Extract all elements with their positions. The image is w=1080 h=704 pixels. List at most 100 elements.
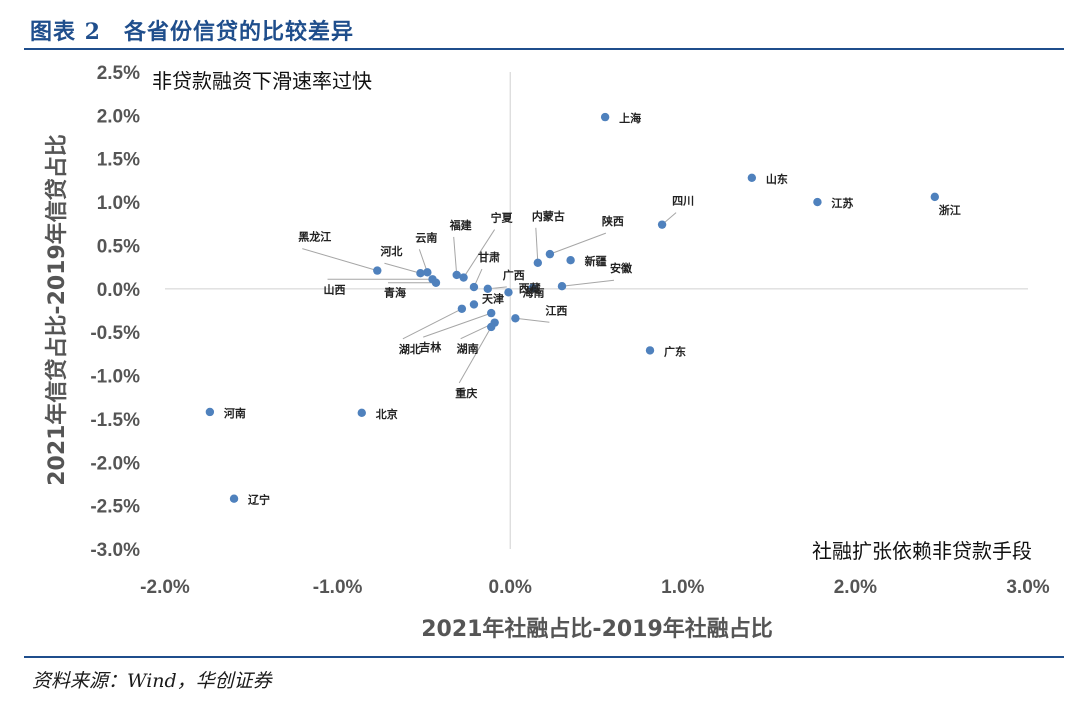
- leader-line: [515, 317, 550, 323]
- point-label: 宁夏: [491, 211, 514, 225]
- leader-line: [458, 326, 492, 384]
- x-tick-label: -1.0%: [313, 577, 363, 598]
- point-label: 辽宁: [248, 493, 270, 507]
- point-label: 江苏: [831, 196, 853, 210]
- data-point: [357, 408, 366, 418]
- x-tick-label: 1.0%: [661, 577, 704, 598]
- point-label: 浙江: [939, 203, 961, 217]
- x-tick-label: 2.0%: [834, 577, 877, 598]
- data-point: [416, 269, 425, 278]
- point-label: 陕西: [602, 214, 624, 228]
- leader-line: [453, 236, 458, 275]
- leader-line: [535, 227, 539, 263]
- point-label: 云南: [415, 230, 437, 244]
- data-point: [528, 283, 537, 293]
- data-points: [205, 112, 939, 503]
- point-label: 四川: [672, 195, 694, 208]
- scatter-chart: -2.0% -1.0% 0.0% 1.0% 2.0% 3.0% 2.5% 2.0% 1.5% 1.…: [44, 63, 1050, 642]
- leader-line: [402, 308, 463, 340]
- point-label: 海南: [522, 285, 544, 299]
- x-tick-label: 3.0%: [1006, 577, 1049, 598]
- point-label: 西藏: [519, 281, 541, 295]
- y-tick-label: 1.0%: [97, 193, 140, 214]
- data-point: [545, 249, 555, 259]
- data-point: [487, 308, 496, 318]
- leader-line: [384, 262, 421, 274]
- point-label: 内蒙古: [532, 209, 565, 223]
- leader-line: [302, 248, 378, 272]
- y-tick-label: -1.0%: [90, 367, 140, 388]
- annotation-top-left: 非贷款融资下滑速率过快: [152, 69, 372, 93]
- y-tick-label: -0.5%: [90, 323, 140, 344]
- y-tick-label: 0.5%: [97, 236, 140, 257]
- y-tick-label: -1.5%: [90, 410, 140, 431]
- footer-rule: [24, 656, 1064, 658]
- data-point: [557, 282, 567, 291]
- point-label: 上海: [619, 111, 641, 125]
- point-label: 山西: [324, 282, 346, 296]
- data-point: [930, 192, 939, 202]
- point-label: 广东: [664, 344, 686, 358]
- leader-line: [561, 279, 615, 287]
- point-label: 河北: [380, 244, 402, 258]
- point-label: 湖北: [399, 342, 421, 356]
- data-point: [423, 268, 432, 277]
- point-label: 重庆: [455, 386, 477, 400]
- annotation-bottom-right: 社融扩张依赖非贷款手段: [812, 539, 1032, 563]
- point-label: 黑龙江: [298, 230, 331, 244]
- data-point: [511, 314, 520, 323]
- y-tick-label: 1.5%: [97, 150, 140, 171]
- point-label: 甘肃: [478, 250, 500, 264]
- y-axis-title: 2021年信贷占比-2019年信贷占比: [44, 134, 70, 486]
- data-point: [747, 173, 757, 183]
- y-tick-label: 0.0%: [97, 280, 140, 301]
- point-label: 湖南: [457, 342, 479, 356]
- x-tick-label: -2.0%: [140, 577, 190, 598]
- point-label: 吉林: [419, 340, 441, 354]
- data-point: [469, 282, 479, 292]
- axes: [165, 72, 1028, 549]
- data-point: [566, 255, 575, 265]
- data-point: [373, 266, 382, 275]
- x-tick-label: 0.0%: [489, 577, 532, 598]
- data-point: [813, 197, 822, 207]
- y-tick-label: 2.0%: [97, 106, 140, 127]
- point-label: 安徽: [610, 261, 633, 275]
- point-label: 北京: [376, 407, 398, 421]
- data-point: [457, 304, 467, 313]
- tick-labels: -2.0% -1.0% 0.0% 1.0% 2.0% 3.0% 2.5% 2.0% 1.5% 1.…: [90, 63, 1049, 598]
- y-tick-label: -2.0%: [90, 453, 140, 474]
- y-tick-label: 2.5%: [97, 63, 140, 84]
- x-axis-title: 2021年社融占比-2019年社融占比: [421, 616, 773, 642]
- data-point: [483, 284, 492, 294]
- data-point: [428, 275, 437, 284]
- figure-title: 图表 2 各省份信贷的比较差异: [30, 19, 354, 45]
- data-point: [205, 407, 215, 417]
- data-point: [645, 346, 655, 355]
- leader-lines: [302, 212, 677, 384]
- point-label: 广西: [503, 268, 525, 282]
- leader-line: [549, 232, 607, 255]
- data-point: [600, 112, 610, 122]
- data-point: [657, 220, 667, 229]
- data-point: [459, 273, 468, 282]
- data-point: [229, 494, 239, 503]
- point-label: 江西: [545, 303, 567, 317]
- point-label: 新疆: [585, 254, 607, 268]
- point-label: 天津: [482, 291, 504, 305]
- data-point: [469, 300, 479, 309]
- y-tick-label: -3.0%: [90, 540, 140, 561]
- point-label: 山东: [766, 172, 788, 186]
- data-point: [452, 270, 461, 280]
- data-point: [533, 258, 543, 267]
- data-point: [487, 322, 496, 332]
- point-label: 河南: [224, 406, 246, 420]
- source-note: 资料来源：Wind，华创证券: [32, 670, 272, 692]
- title-rule: [24, 48, 1064, 50]
- point-label: 青海: [384, 286, 406, 300]
- leader-line: [463, 229, 496, 278]
- y-tick-label: -2.5%: [90, 497, 140, 518]
- leader-line: [423, 312, 492, 338]
- point-label: 福建: [449, 218, 473, 232]
